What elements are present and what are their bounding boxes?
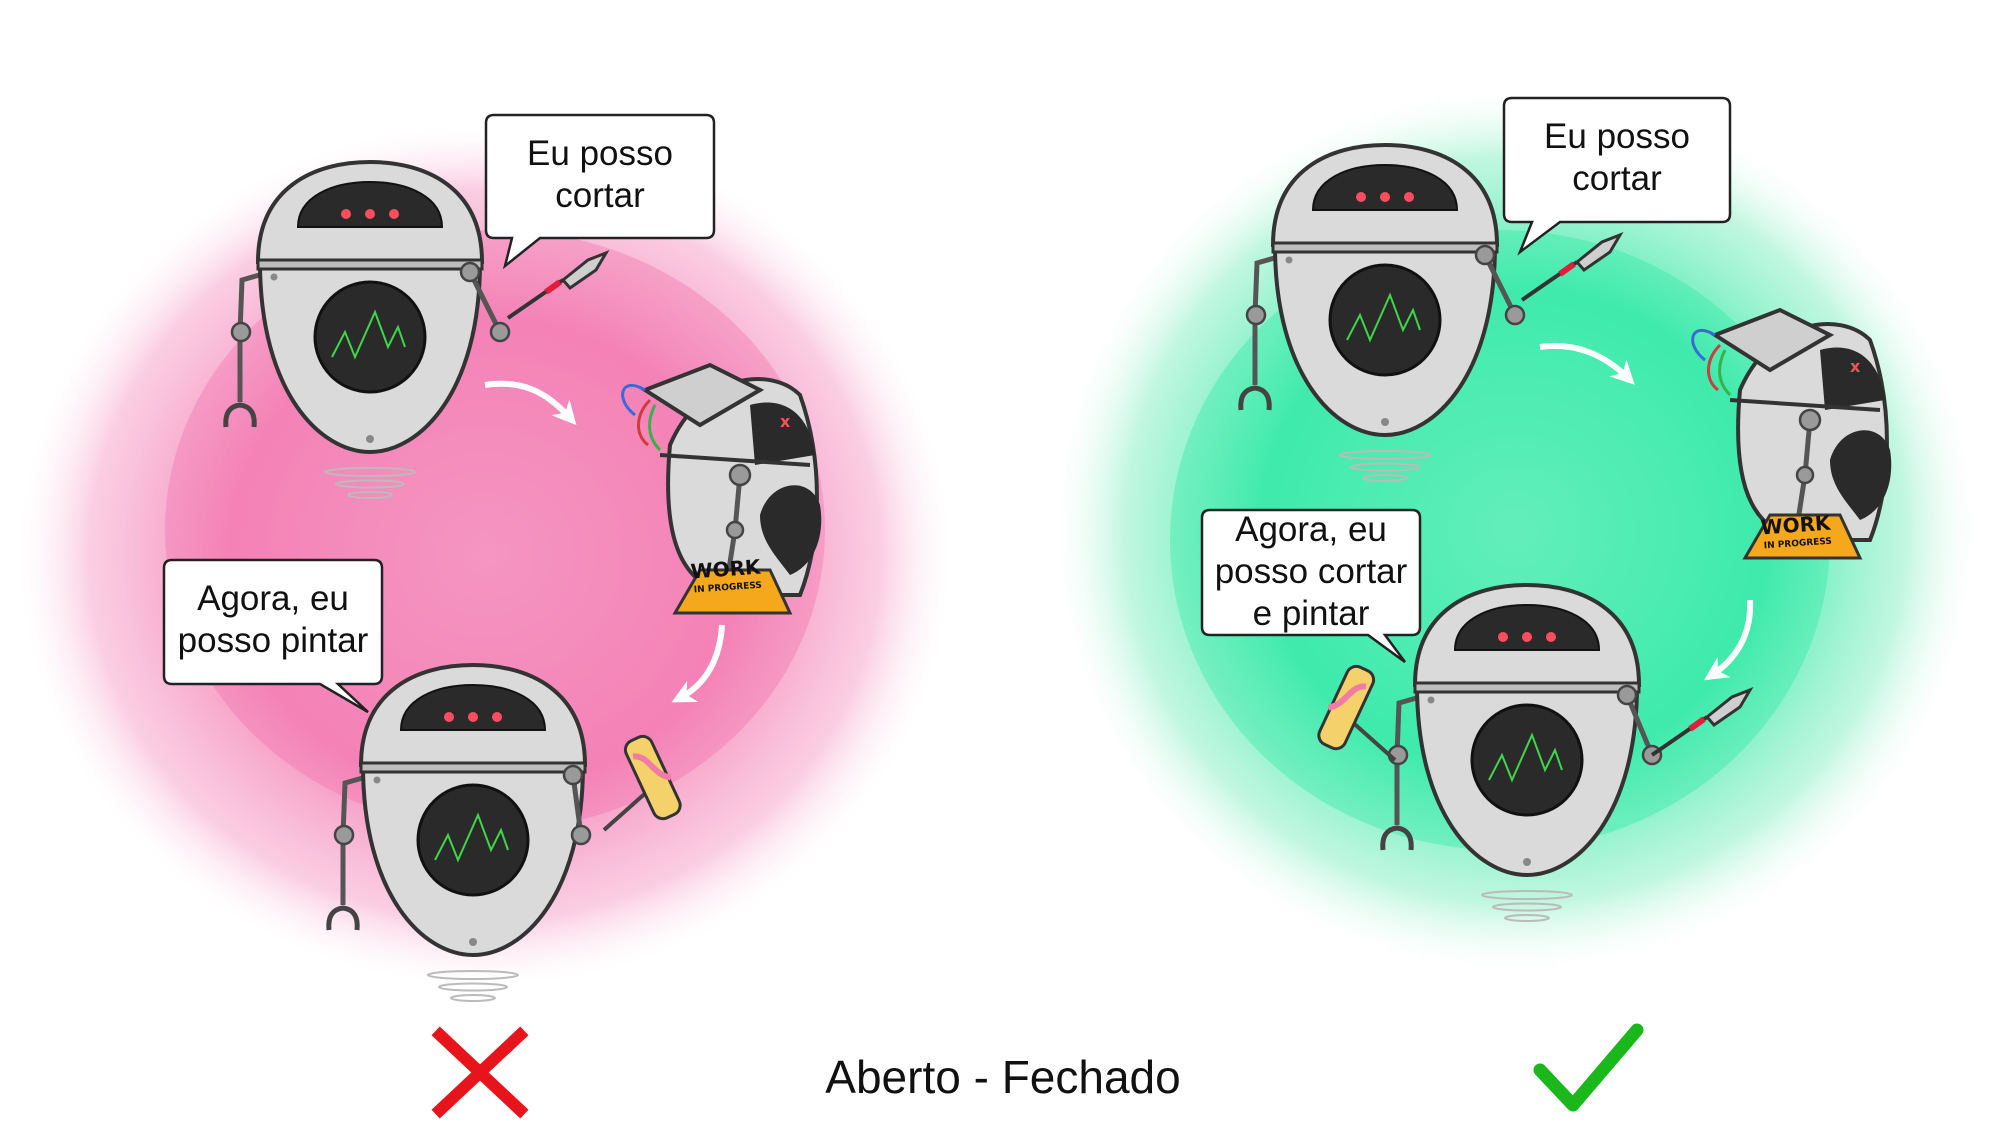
right-bubble-bottom-line-3: e pintar (1253, 594, 1370, 633)
left-background-splash (20, 125, 950, 985)
left-sign-work: WORK (690, 555, 763, 584)
right-arrow-1 (1539, 343, 1635, 385)
right-sign-in-progress: IN PROGRESS (1763, 537, 1832, 552)
left-arrow-1 (484, 380, 577, 426)
check-icon (1533, 1023, 1644, 1112)
right-sign-work: WORK (1760, 511, 1833, 540)
right-speech-bubble-top: Eu posso cortar (1502, 96, 1732, 256)
left-panel: Eu posso cortar WORK IN PROGRESS Agora, … (20, 113, 950, 1001)
left-robot-top (226, 162, 511, 498)
left-bubble-bottom-line-1: Agora, eu (197, 579, 349, 618)
diagram-title: Aberto - Fechado (825, 1051, 1180, 1103)
right-bubble-top-line-1: Eu posso (1544, 117, 1690, 156)
right-bubble-bottom-line-1: Agora, eu (1235, 510, 1387, 549)
left-bubble-bottom-line-2: posso pintar (178, 621, 369, 660)
left-arrow-2 (671, 624, 725, 703)
right-arrow-2 (1703, 599, 1754, 681)
right-robot-top (1241, 145, 1526, 481)
left-speech-bubble-bottom: Agora, eu posso pintar (162, 558, 384, 714)
left-robot-bottom (329, 665, 592, 1001)
left-speech-bubble-top: Eu posso cortar (484, 113, 716, 270)
right-bubble-bottom-line-2: posso cortar (1215, 552, 1408, 591)
right-panel: Eu posso cortar WORK IN PROGRESS Agora, … (1055, 90, 1975, 970)
right-bubble-top-line-2: cortar (1572, 159, 1662, 198)
left-bubble-top-line-1: Eu posso (527, 134, 673, 173)
right-speech-bubble-bottom: Agora, eu posso cortar e pintar (1200, 508, 1422, 664)
left-sign-in-progress: IN PROGRESS (693, 581, 762, 596)
cross-icon (431, 1026, 529, 1119)
left-bubble-top-line-2: cortar (555, 176, 645, 215)
